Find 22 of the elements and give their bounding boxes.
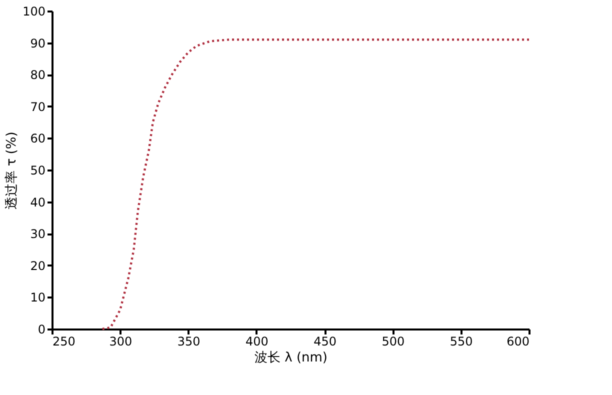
y-tick-label: 70: [30, 100, 46, 114]
x-tick-label: 550: [450, 334, 473, 348]
y-tick-label: 100: [22, 4, 46, 18]
y-tick-label: 60: [30, 132, 46, 146]
x-tick-label: 350: [177, 334, 200, 348]
y-tick-label: 80: [30, 68, 46, 82]
y-tick-label: 0: [38, 322, 46, 336]
y-tick-label: 90: [30, 36, 46, 50]
x-axis-title: 波长 λ (nm): [254, 350, 328, 366]
x-tick-label: 500: [382, 334, 405, 348]
y-tick-label: 30: [30, 227, 46, 242]
y-tick-label: 20: [30, 258, 46, 273]
y-tick-label: 10: [30, 290, 46, 305]
x-tick-label: 600: [506, 334, 530, 348]
x-tick-label: 400: [245, 334, 268, 348]
y-axis-title: 透过率 τ (%): [4, 132, 20, 210]
y-tick-label: 40: [30, 195, 46, 210]
x-tick-label: 250: [52, 334, 76, 348]
line-series: [101, 38, 530, 330]
x-tick-label: 450: [314, 334, 337, 348]
y-tick-label: 50: [30, 164, 46, 178]
x-tick-label: 300: [109, 334, 132, 348]
